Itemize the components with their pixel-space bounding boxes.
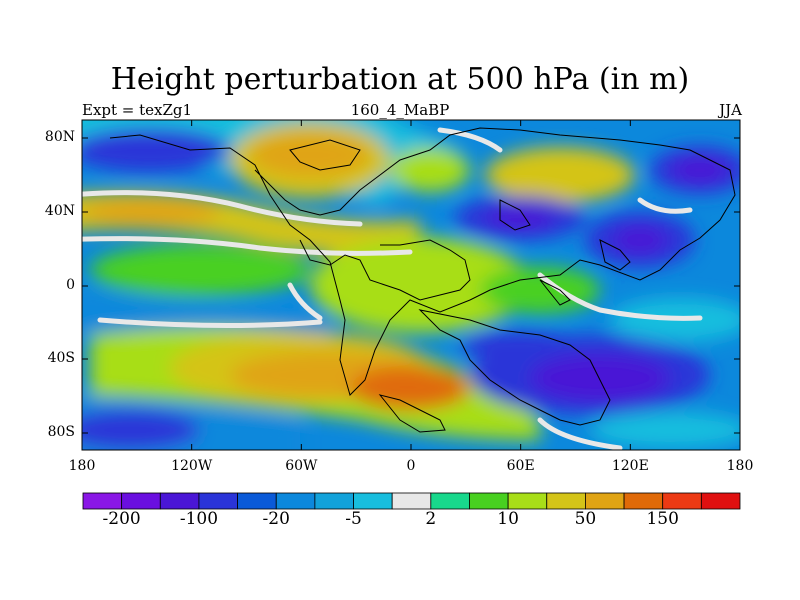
lon-tick-label: 60E <box>506 458 535 474</box>
colorbar-swatch <box>430 492 470 510</box>
colorbar-label: -5 <box>345 509 362 529</box>
tick-marks <box>81 120 741 450</box>
colorbar-swatch <box>546 492 586 510</box>
contour-field <box>82 120 740 450</box>
lon-tick-label: 0 <box>406 458 416 474</box>
colorbar-swatch <box>314 492 354 510</box>
period-label: 160_4_MaBP <box>350 101 450 119</box>
lon-tick-label: 120W <box>171 458 213 474</box>
colorbar-swatch <box>585 492 625 510</box>
colorbar-label: -20 <box>262 509 290 529</box>
lat-tick-label: 40N <box>44 203 75 219</box>
colorbar-swatch <box>353 492 393 510</box>
colorbar-swatch <box>159 492 200 510</box>
lon-tick-label: 120E <box>611 458 649 474</box>
lat-tick-label: 0 <box>66 277 75 293</box>
lon-tick-label: 180 <box>726 458 754 474</box>
plot-title: Height perturbation at 500 hPa (in m) <box>110 62 690 97</box>
colorbar-swatch <box>623 492 664 510</box>
experiment-label: Expt = texZg1 <box>82 101 193 119</box>
colorbar-label: 50 <box>574 509 597 529</box>
colorbar-label: 2 <box>425 509 437 529</box>
lat-tick-label: 80N <box>44 129 75 145</box>
coastlines <box>109 127 736 433</box>
colorbar-swatch <box>662 492 702 510</box>
colorbar-label: -200 <box>102 509 141 529</box>
lat-tick-label: 80S <box>47 424 75 440</box>
colorbar-swatch <box>121 492 161 510</box>
colorbar-label: 150 <box>646 509 679 529</box>
colorbar-swatch <box>469 492 509 510</box>
colorbar-label: 10 <box>497 509 519 529</box>
colorbar-swatch <box>275 492 316 510</box>
lon-tick-label: 180 <box>68 458 96 474</box>
colorbar <box>82 492 741 510</box>
colorbar-swatch <box>237 492 277 510</box>
colorbar-swatch <box>507 492 548 510</box>
colorbar-swatch <box>82 492 123 510</box>
colorbar-swatch <box>700 492 741 510</box>
colorbar-swatch <box>198 492 238 510</box>
season-label: JJA <box>719 101 742 119</box>
lat-tick-label: 40S <box>47 350 75 366</box>
colorbar-swatch <box>391 492 432 510</box>
lon-tick-label: 60W <box>285 458 318 474</box>
colorbar-label: -100 <box>179 509 219 529</box>
